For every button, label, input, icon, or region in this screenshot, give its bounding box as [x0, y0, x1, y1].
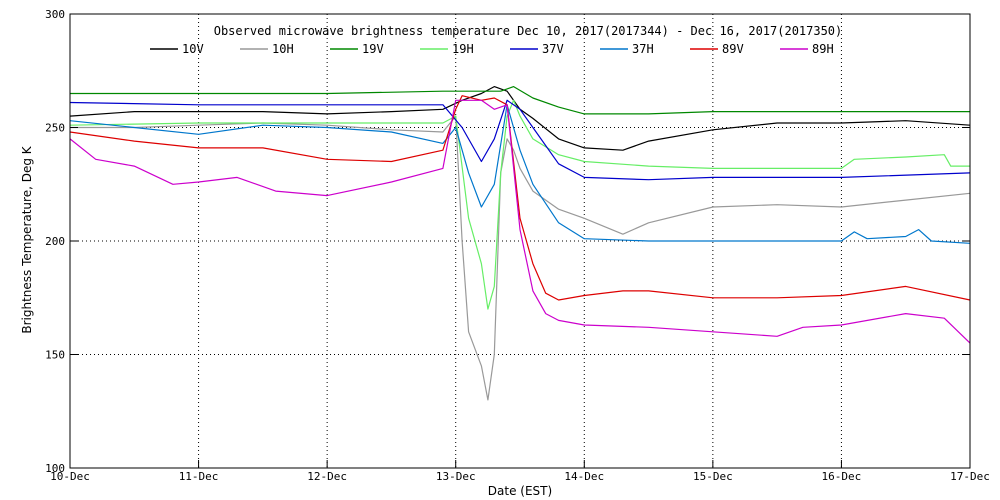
legend: 10V 10H 19V 19H 37V 37H 89V 89H	[150, 42, 834, 56]
x-tick-label: 16-Dec	[822, 470, 862, 483]
series-line-37v	[69, 99, 971, 181]
legend-label-19h: 19H	[452, 42, 474, 56]
x-axis-label: Date (EST)	[488, 484, 552, 498]
series-lines	[69, 85, 971, 401]
x-tick-label: 15-Dec	[693, 470, 733, 483]
legend-label-89v: 89V	[722, 42, 744, 56]
x-tick-label: 14-Dec	[564, 470, 604, 483]
legend-label-19v: 19V	[362, 42, 384, 56]
y-tick-label: 300	[45, 8, 65, 21]
x-tick-label: 13-Dec	[436, 470, 476, 483]
x-tick-label: 12-Dec	[307, 470, 347, 483]
legend-label-89h: 89H	[812, 42, 834, 56]
series-line-10h	[70, 115, 971, 401]
y-tick-label: 100	[45, 462, 65, 475]
x-tick-label: 11-Dec	[179, 470, 219, 483]
y-tick-label: 250	[45, 122, 65, 135]
y-tick-label: 150	[45, 349, 65, 362]
series-line-19v	[70, 85, 970, 115]
y-axis-label: Brightness Temperature, Deg K	[20, 145, 34, 333]
legend-label-37v: 37V	[542, 42, 564, 56]
legend-label-10v: 10V	[182, 42, 204, 56]
legend-label-10h: 10H	[272, 42, 294, 56]
x-tick-label: 17-Dec	[950, 470, 990, 483]
series-line-19h	[69, 99, 970, 310]
x-tick-label: 10-Dec	[50, 470, 90, 483]
legend-label-37h: 37H	[632, 42, 654, 56]
y-tick-label: 200	[45, 235, 65, 248]
axis-ticks: 10-Dec 11-Dec 12-Dec 13-Dec 14-Dec 15-Dec 16-D…	[45, 8, 990, 483]
series-line-37h	[69, 104, 971, 244]
chart-title: Observed microwave brightness temperatur…	[214, 24, 843, 38]
series-line-89h	[69, 99, 971, 344]
